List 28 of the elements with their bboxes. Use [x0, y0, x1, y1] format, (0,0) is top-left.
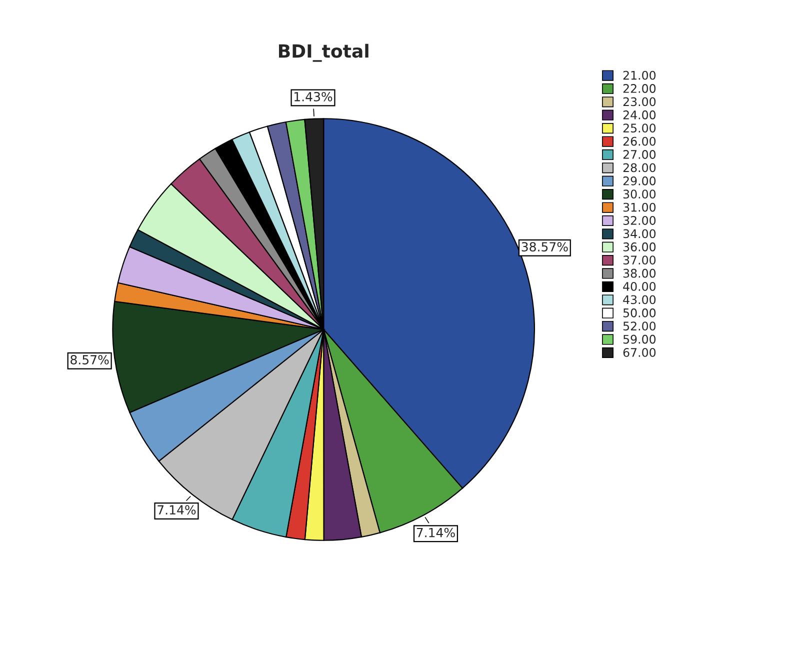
legend-label: 28.00	[623, 163, 656, 172]
legend-label: 29.00	[623, 176, 656, 186]
data-label: 8.57%	[70, 355, 109, 364]
data-label: 1.43%	[294, 92, 332, 102]
legend-label: 30.00	[623, 190, 656, 199]
legend-label: 40.00	[623, 282, 656, 291]
data-label: 7.14%	[416, 528, 455, 538]
legend-label: 21.00	[623, 70, 656, 80]
legend-label: 36.00	[623, 242, 656, 252]
legend-label: 31.00	[623, 202, 656, 212]
chart-title: BDI_total	[278, 44, 368, 62]
legend-label: 50.00	[623, 308, 656, 318]
legend-label: 38.00	[623, 268, 656, 278]
legend-label: 52.00	[623, 322, 656, 331]
legend-label: 37.00	[623, 256, 656, 265]
legend-label: 24.00	[623, 110, 656, 120]
legend-label: 23.00	[623, 97, 656, 106]
legend-label: 27.00	[623, 150, 656, 159]
data-label: 7.14%	[158, 505, 196, 515]
legend-label: 26.00	[623, 136, 656, 146]
legend-label: 67.00	[623, 348, 656, 357]
legend-label: 22.00	[623, 84, 656, 93]
data-label: 38.57%	[522, 242, 568, 252]
legend-label: 59.00	[623, 334, 656, 344]
legend-label: 34.00	[623, 229, 656, 238]
legend-label: 25.00	[623, 124, 656, 133]
legend-label: 43.00	[623, 295, 656, 304]
legend-label: 32.00	[623, 216, 656, 225]
